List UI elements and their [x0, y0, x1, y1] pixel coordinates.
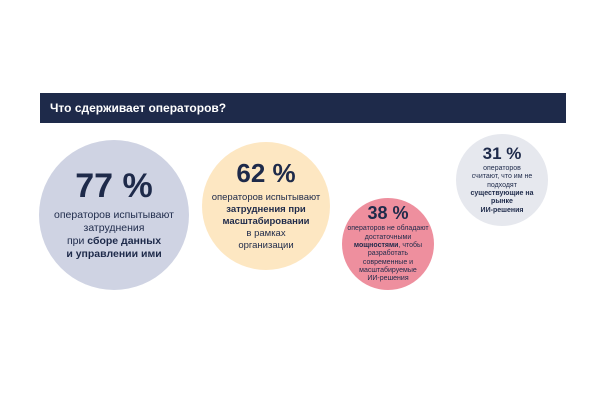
- chart-title: Что сдерживает операторов?: [50, 101, 227, 115]
- bubble-text-line: современные и: [362, 258, 414, 266]
- bubble-text-line: разработать: [367, 250, 409, 258]
- bubble-text-line: существующие на: [470, 190, 534, 197]
- bubble-text-line: операторов не обладают: [347, 225, 429, 233]
- bubble-62-percent: 62 % операторов испытывают затруднения п…: [202, 142, 330, 270]
- bubble-77-percent: 77 % операторов испытывают затруднения п…: [39, 140, 189, 290]
- bubble-text-line: при сборе данных: [67, 235, 161, 248]
- bubble-percent: 31 %: [482, 143, 522, 163]
- bubble-text-line: масштабировании: [222, 216, 310, 228]
- bubble-text-line: подходят: [487, 181, 517, 189]
- chart-title-bar: Что сдерживает операторов?: [40, 93, 566, 123]
- bubble-31-percent: 31 % операторов считают, что им не подхо…: [456, 134, 548, 226]
- bubble-38-percent: 38 % операторов не обладают достаточными…: [342, 198, 434, 290]
- bubble-text-line: и управлении ими: [66, 248, 162, 261]
- bubble-text-emphasis: мощностями: [353, 241, 399, 249]
- bubble-text-line: операторов: [483, 164, 521, 172]
- bubble-text-line: операторов испытывают: [211, 192, 321, 204]
- bubble-text-line: считают, что им не: [471, 173, 533, 181]
- bubble-text-emphasis: сборе данных: [87, 235, 162, 247]
- bubble-text-line: рынке: [491, 198, 513, 206]
- bubble-percent: 38 %: [367, 203, 409, 224]
- bubble-text-line: масштабируемые: [359, 267, 417, 275]
- bubble-text-line: организации: [238, 239, 294, 251]
- bubble-text-line: мощностями, чтобы: [354, 242, 422, 250]
- bubble-text-line: затруднения: [83, 221, 145, 234]
- bubble-text-line: в рамках: [246, 227, 286, 239]
- bubble-text-line: ИИ-решения: [367, 275, 409, 283]
- bubble-percent: 77 %: [75, 166, 153, 205]
- bubble-text-line: достаточными: [364, 233, 412, 241]
- bubble-text-fragment: , чтобы: [398, 241, 423, 249]
- bubble-percent: 62 %: [236, 158, 296, 189]
- bubble-text-line: затруднения при: [226, 204, 306, 216]
- bubble-text-line: операторов испытывают: [54, 208, 174, 221]
- bubble-text-line: ИИ-решения: [480, 206, 524, 214]
- bubble-text-fragment: при: [66, 235, 88, 247]
